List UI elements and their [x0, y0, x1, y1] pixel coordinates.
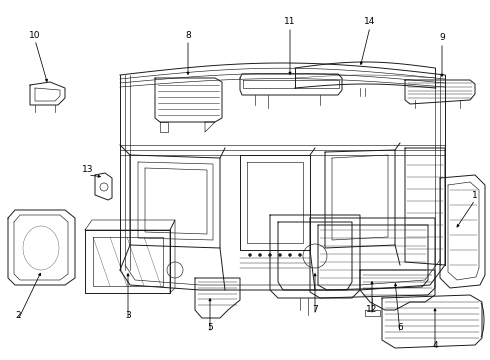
Circle shape — [248, 253, 251, 256]
Text: 13: 13 — [82, 166, 94, 175]
Text: 7: 7 — [312, 306, 318, 315]
Circle shape — [298, 253, 301, 256]
Text: 8: 8 — [185, 31, 191, 40]
Circle shape — [289, 253, 292, 256]
Text: 5: 5 — [207, 324, 213, 333]
Text: 12: 12 — [367, 306, 378, 315]
Circle shape — [259, 253, 262, 256]
Circle shape — [269, 253, 271, 256]
Text: 11: 11 — [284, 18, 296, 27]
Text: 2: 2 — [15, 310, 21, 320]
Text: 9: 9 — [439, 33, 445, 42]
Text: 4: 4 — [432, 341, 438, 350]
Text: 14: 14 — [364, 18, 376, 27]
Text: 3: 3 — [125, 310, 131, 320]
Circle shape — [278, 253, 281, 256]
Text: 6: 6 — [397, 324, 403, 333]
Text: 10: 10 — [29, 31, 41, 40]
Text: 1: 1 — [472, 190, 478, 199]
